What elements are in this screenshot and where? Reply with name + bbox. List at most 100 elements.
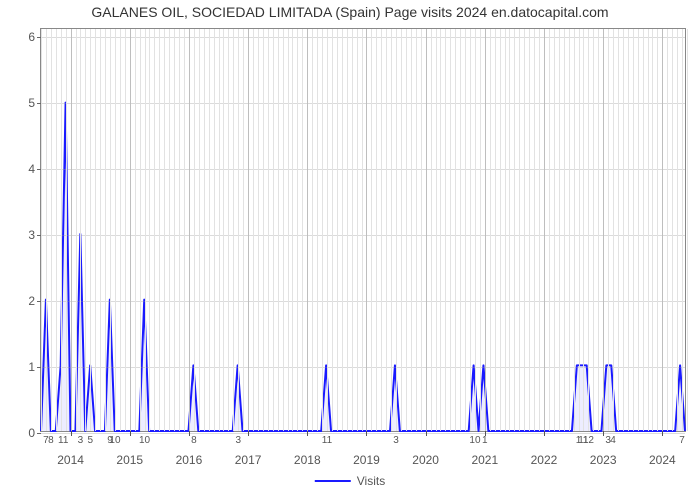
- vgrid-minor: [214, 29, 215, 431]
- x-year-label: 2014: [57, 453, 84, 467]
- chart-title: GALANES OIL, SOCIEDAD LIMITADA (Spain) P…: [0, 4, 700, 20]
- vgrid-minor: [164, 29, 165, 431]
- x-year-label: 2016: [176, 453, 203, 467]
- vgrid-minor: [95, 29, 96, 431]
- vgrid-minor: [135, 29, 136, 431]
- vgrid-minor: [105, 29, 106, 431]
- vgrid-minor: [51, 29, 52, 431]
- vgrid-minor: [623, 29, 624, 431]
- ytick-label: 6: [28, 30, 41, 44]
- x-month-label: 3: [235, 435, 241, 446]
- vgrid-minor: [322, 29, 323, 431]
- x-year-label: 2020: [412, 453, 439, 467]
- xtick-major: [366, 431, 367, 436]
- vgrid-minor: [534, 29, 535, 431]
- vgrid-minor: [332, 29, 333, 431]
- vgrid-minor: [618, 29, 619, 431]
- ytick-label: 4: [28, 162, 41, 176]
- vgrid-minor: [204, 29, 205, 431]
- vgrid-minor: [480, 29, 481, 431]
- legend-label: Visits: [357, 474, 385, 488]
- vgrid-minor: [593, 29, 594, 431]
- vgrid-major: [130, 29, 131, 431]
- vgrid-minor: [46, 29, 47, 431]
- vgrid-minor: [76, 29, 77, 431]
- vgrid-minor: [465, 29, 466, 431]
- vgrid-minor: [268, 29, 269, 431]
- vgrid-minor: [579, 29, 580, 431]
- vgrid-major: [426, 29, 427, 431]
- vgrid-minor: [140, 29, 141, 431]
- x-month-label: 3: [78, 435, 84, 446]
- vgrid-minor: [90, 29, 91, 431]
- vgrid-minor: [406, 29, 407, 431]
- vgrid-minor: [431, 29, 432, 431]
- xtick-major: [248, 431, 249, 436]
- vgrid-minor: [381, 29, 382, 431]
- vgrid-minor: [317, 29, 318, 431]
- vgrid-minor: [154, 29, 155, 431]
- vgrid-minor: [169, 29, 170, 431]
- vgrid-minor: [179, 29, 180, 431]
- vgrid-minor: [386, 29, 387, 431]
- vgrid-minor: [120, 29, 121, 431]
- vgrid-minor: [559, 29, 560, 431]
- vgrid-minor: [613, 29, 614, 431]
- vgrid-minor: [228, 29, 229, 431]
- ytick-label: 0: [28, 426, 41, 440]
- x-month-label: 10: [109, 435, 120, 446]
- vgrid-minor: [564, 29, 565, 431]
- ytick-label: 2: [28, 294, 41, 308]
- vgrid-major: [189, 29, 190, 431]
- chart-container: GALANES OIL, SOCIEDAD LIMITADA (Spain) P…: [0, 0, 700, 500]
- vgrid-minor: [396, 29, 397, 431]
- vgrid-minor: [539, 29, 540, 431]
- vgrid-minor: [149, 29, 150, 431]
- vgrid-minor: [643, 29, 644, 431]
- vgrid-minor: [475, 29, 476, 431]
- vgrid-minor: [549, 29, 550, 431]
- vgrid-minor: [455, 29, 456, 431]
- vgrid-minor: [347, 29, 348, 431]
- vgrid-minor: [514, 29, 515, 431]
- vgrid-minor: [327, 29, 328, 431]
- vgrid-minor: [253, 29, 254, 431]
- x-month-label: 3: [393, 435, 399, 446]
- vgrid-minor: [667, 29, 668, 431]
- vgrid-minor: [371, 29, 372, 431]
- xtick-major: [130, 431, 131, 436]
- vgrid-minor: [470, 29, 471, 431]
- vgrid-minor: [450, 29, 451, 431]
- vgrid-minor: [238, 29, 239, 431]
- x-month-label: 10: [139, 435, 150, 446]
- x-year-label: 2019: [353, 453, 380, 467]
- xtick-major: [426, 431, 427, 436]
- vgrid-minor: [445, 29, 446, 431]
- vgrid-minor: [416, 29, 417, 431]
- vgrid-minor: [223, 29, 224, 431]
- vgrid-minor: [633, 29, 634, 431]
- vgrid-minor: [100, 29, 101, 431]
- vgrid-minor: [352, 29, 353, 431]
- vgrid-major: [485, 29, 486, 431]
- x-year-label: 2021: [471, 453, 498, 467]
- vgrid-minor: [524, 29, 525, 431]
- vgrid-minor: [342, 29, 343, 431]
- vgrid-minor: [509, 29, 510, 431]
- xtick-major: [189, 431, 190, 436]
- vgrid-minor: [233, 29, 234, 431]
- legend: Visits: [315, 474, 385, 488]
- legend-swatch: [315, 480, 351, 482]
- vgrid-minor: [436, 29, 437, 431]
- vgrid-minor: [598, 29, 599, 431]
- x-year-label: 2024: [649, 453, 676, 467]
- vgrid-minor: [219, 29, 220, 431]
- vgrid-minor: [505, 29, 506, 431]
- vgrid-minor: [41, 29, 42, 431]
- vgrid-minor: [583, 29, 584, 431]
- vgrid-minor: [411, 29, 412, 431]
- plot-area: 0123456201420152016201720182019202020212…: [40, 28, 686, 432]
- x-year-label: 2015: [116, 453, 143, 467]
- vgrid-minor: [85, 29, 86, 431]
- vgrid-minor: [312, 29, 313, 431]
